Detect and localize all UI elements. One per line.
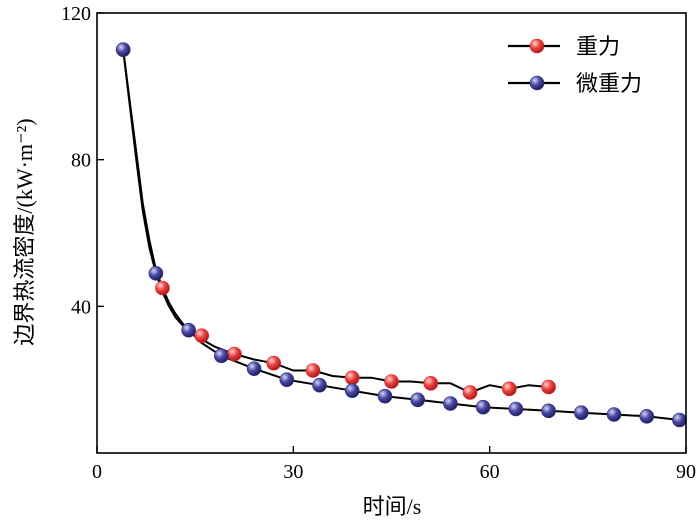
y-tick-label-1: 80	[71, 150, 91, 172]
series-0-point-2	[194, 328, 210, 343]
series-1-point-11	[475, 399, 491, 415]
series-lines	[122, 49, 680, 421]
legend-marker-gravity	[529, 38, 545, 54]
x-tick-label-1: 30	[283, 461, 303, 483]
legend-label-microgravity: 微重力	[576, 71, 642, 96]
series-0-point-3	[227, 346, 242, 362]
series-1-point-15	[606, 407, 622, 422]
series-1-point-3	[214, 348, 229, 364]
series-1-point-1	[148, 266, 164, 281]
series-line-1	[122, 49, 680, 421]
series-1-point-17	[672, 412, 687, 428]
y-tick-label-0: 40	[71, 296, 91, 318]
plot-frame	[96, 12, 687, 454]
x-tick-label-0: 0	[92, 461, 102, 483]
series-1-point-14	[573, 405, 589, 420]
y-axis-title: 边界热流密度/(kW·m⁻²)	[12, 118, 37, 345]
series-1-point-9	[410, 392, 425, 408]
y-tick-label-2: 120	[61, 3, 91, 25]
legend: 重力 微重力	[508, 34, 642, 96]
series-1-point-10	[443, 396, 458, 411]
series-1-point-2	[181, 322, 196, 338]
series-1-point-0	[115, 42, 131, 57]
x-axis-title: 时间/s	[363, 494, 422, 519]
series-0-point-9	[462, 385, 478, 400]
series-line-0	[122, 49, 549, 394]
series-1-point-5	[279, 372, 295, 387]
series-markers	[115, 42, 687, 428]
series-0-point-8	[423, 376, 439, 391]
series-0-point-5	[305, 363, 321, 378]
series-1-point-13	[541, 403, 556, 419]
series-1-point-16	[639, 409, 655, 424]
series-0-point-4	[266, 355, 282, 371]
series-0-point-10	[501, 381, 517, 397]
series-1-point-4	[246, 361, 262, 376]
x-tick-label-2: 60	[480, 461, 500, 483]
series-1-point-8	[377, 388, 393, 404]
series-1-point-6	[312, 377, 327, 393]
series-1-point-7	[344, 383, 360, 398]
axis-ticks: 0 30 60 90 40 80 120	[61, 3, 696, 483]
legend-marker-microgravity	[529, 75, 545, 91]
series-1-point-12	[508, 401, 524, 417]
series-0-point-11	[541, 379, 556, 395]
series-0-point-1	[155, 280, 170, 296]
x-tick-label-3: 90	[676, 461, 696, 483]
series-0-point-7	[384, 374, 399, 389]
series-0-point-6	[344, 370, 360, 386]
legend-label-gravity: 重力	[576, 34, 620, 59]
